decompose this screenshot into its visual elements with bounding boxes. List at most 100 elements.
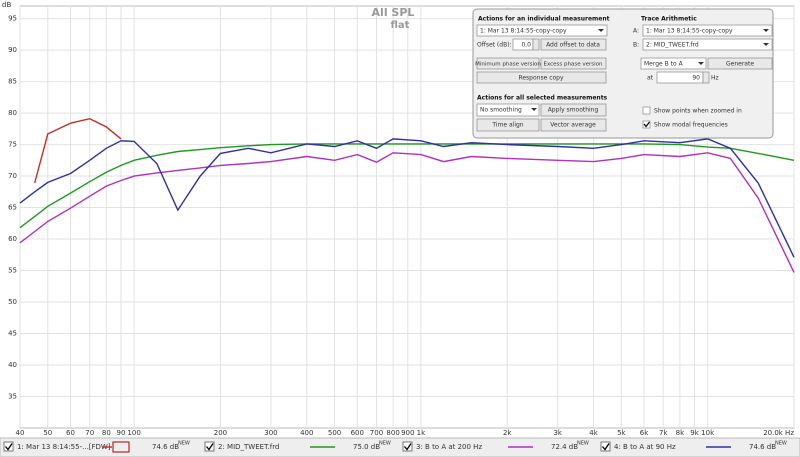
button[interactable]: [540, 103, 607, 117]
checkmark: [602, 443, 610, 451]
dropdown-arrow: [698, 62, 704, 65]
y-tick-label: 55: [8, 267, 17, 275]
legend-level: 74.6 dB: [152, 443, 179, 451]
x-tick-label: 50: [43, 429, 52, 437]
checkbox[interactable]: [642, 106, 651, 115]
x-tick-label: 9k: [690, 429, 699, 437]
y-axis-label: dB: [2, 1, 11, 9]
section-title: Trace Arithmetic: [641, 16, 697, 23]
button-label: Vector average: [550, 122, 596, 129]
y-tick-label: 50: [8, 298, 17, 306]
trace: [19, 138, 795, 258]
button[interactable]: [476, 118, 540, 132]
spinner[interactable]: [702, 71, 710, 84]
legend-badge: NEW: [775, 441, 787, 447]
a-label: A:: [633, 28, 639, 35]
checkmark: [5, 443, 13, 451]
x-tick-label: 10k: [701, 429, 715, 437]
x-tick-label: 3k: [553, 429, 562, 437]
spinner[interactable]: [532, 38, 540, 51]
legend-name: 3: B to A at 200 Hz: [416, 443, 482, 451]
y-tick-label: 45: [8, 330, 17, 338]
legend-badge: NEW: [577, 441, 589, 447]
x-tick-label: 2k: [503, 429, 512, 437]
legend-name: 4: B to A at 90 Hz: [614, 443, 676, 451]
b-label: B:: [633, 42, 639, 49]
dropdown-value: No smoothing: [480, 107, 522, 114]
y-tick-label: 90: [8, 46, 17, 54]
chart-subtitle: flat: [391, 20, 410, 31]
legend-level: 75.0 dB: [353, 443, 380, 451]
legend-checkbox[interactable]: [402, 441, 413, 452]
button[interactable]: [540, 38, 607, 51]
button-label: Generate: [726, 61, 754, 68]
button-label: Apply smoothing: [548, 107, 599, 114]
button[interactable]: [540, 57, 607, 70]
legend-bar: [0, 437, 800, 457]
x-tick-label: 90: [117, 429, 126, 437]
dropdown-value: 1: Mar 13 8:14:55-copy-copy: [646, 28, 733, 35]
checkmark: [643, 121, 650, 128]
unit-label: Hz: [711, 75, 719, 82]
legend-level: 72.4 dB: [551, 443, 578, 451]
y-tick-label: 40: [8, 361, 17, 369]
x-tick-label: 700: [370, 429, 383, 437]
y-tick-label: 85: [8, 78, 17, 86]
x-tick-label: 40: [16, 429, 25, 437]
y-tick-label: 80: [8, 109, 17, 117]
y-tick-label: 95: [8, 15, 17, 23]
checkmark: [404, 443, 412, 451]
checkbox[interactable]: [642, 120, 651, 129]
x-tick-label: 70: [85, 429, 94, 437]
x-tick-label: 600: [351, 429, 364, 437]
button-label: Time align: [491, 122, 523, 129]
legend-level: 74.6 dB: [749, 443, 776, 451]
legend-checkbox[interactable]: [204, 441, 215, 452]
button-label: Excess phase version: [543, 62, 603, 68]
control-panel: Actions for an individual measurement 1:…: [472, 8, 774, 139]
legend-checkbox[interactable]: [600, 441, 611, 452]
checkmark: [206, 443, 214, 451]
dropdown-arrow: [531, 108, 537, 111]
x-tick-label: 200: [214, 429, 227, 437]
legend-name: 1: Mar 13 8:14:55-...[FDW]: [17, 443, 111, 451]
section-title: Actions for an individual measurement: [478, 16, 610, 23]
trace: [19, 152, 795, 273]
dropdown-arrow: [598, 29, 604, 32]
smoothing-dropdown[interactable]: [476, 103, 540, 117]
dropdown-value: Merge B to A: [644, 61, 684, 68]
x-tick-label: 900: [401, 429, 414, 437]
x-tick-label: 7k: [659, 429, 668, 437]
dropdown-value: 1: Mar 13 8:14:55-copy-copy: [480, 28, 567, 35]
x-tick-label: 5k: [617, 429, 626, 437]
button[interactable]: [476, 71, 607, 84]
dropdown-value: 2: MID_TWEET.frd: [646, 42, 699, 49]
b-dropdown[interactable]: [642, 38, 773, 51]
x-tick-label: 100: [127, 429, 140, 437]
measurement-dropdown[interactable]: [476, 24, 608, 37]
button-label: Add offset to data: [546, 42, 600, 49]
x-tick-label: 500: [328, 429, 341, 437]
operation-dropdown[interactable]: [640, 57, 707, 70]
offset-label: Offset (dB):: [477, 42, 512, 49]
button[interactable]: [540, 118, 607, 132]
y-tick-label: 70: [8, 172, 17, 180]
x-tick-label: 300: [264, 429, 277, 437]
y-tick-label: 35: [8, 393, 17, 401]
a-dropdown[interactable]: [642, 24, 773, 37]
x-tick-label: 800: [386, 429, 399, 437]
y-tick-label: 60: [8, 235, 17, 243]
button[interactable]: [476, 57, 540, 70]
option-label: Show points when zoomed in: [654, 108, 742, 115]
button[interactable]: [707, 57, 773, 70]
legend-checkbox[interactable]: [3, 441, 14, 452]
legend-icon[interactable]: [112, 441, 130, 453]
legend-name: 2: MID_TWEET.frd: [218, 443, 279, 451]
legend-badge: NEW: [178, 441, 190, 447]
x-tick-label: 20.0k Hz: [763, 429, 794, 437]
y-tick-label: 75: [8, 141, 17, 149]
x-tick-label: 400: [300, 429, 313, 437]
x-tick-label: 8k: [676, 429, 685, 437]
x-tick-label: 80: [102, 429, 111, 437]
